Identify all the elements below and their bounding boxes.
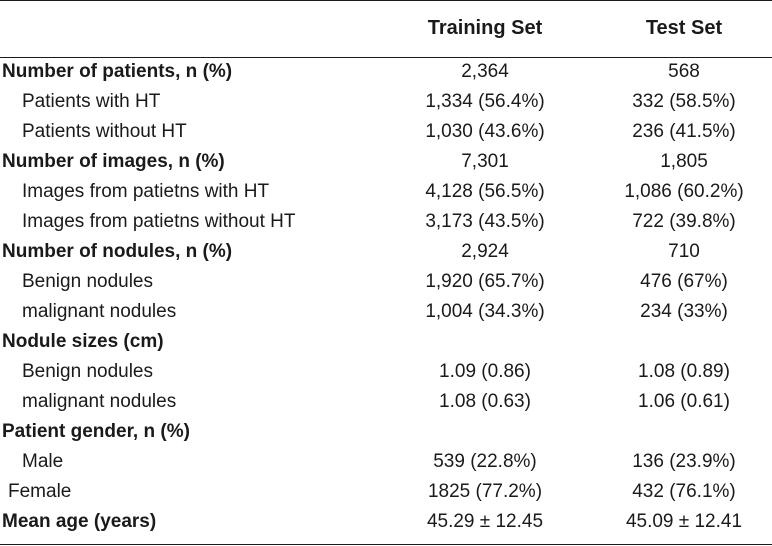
training-set-value: 1.09 (0.86): [439, 361, 531, 382]
test-set-value: 1,805: [660, 151, 708, 172]
row-label: malignant nodules: [22, 391, 177, 412]
test-set-value: 710: [668, 241, 700, 262]
row-label: Female: [8, 481, 72, 502]
category-label: Nodule sizes (cm): [2, 331, 164, 352]
training-set-value: [382, 327, 588, 357]
test-set-value: 568: [668, 61, 700, 83]
table-row: malignant nodules 1.08 (0.63) 1.06 (0.61): [0, 387, 772, 417]
row-label: malignant nodules: [22, 301, 177, 322]
training-set-value: 45.29 ± 12.45: [426, 511, 544, 532]
test-set-value: 234 (33%): [640, 301, 728, 322]
category-label: Mean age (years): [2, 511, 157, 532]
test-set-value: 332 (58.5%): [632, 91, 736, 112]
table-row: Female 1825 (77.2%) 432 (76.1%): [0, 477, 772, 507]
test-set-value: [588, 327, 772, 357]
table-category-row: Number of nodules, n (%) 2,924 710: [0, 237, 772, 267]
category-label: Number of images, n (%): [2, 151, 225, 172]
training-set-value: [382, 417, 588, 447]
training-set-value: 1825 (77.2%): [427, 481, 543, 502]
table-row: Images from patietns without HT 3,173 (43…: [0, 207, 772, 237]
table-category-row: Nodule sizes (cm): [0, 327, 772, 357]
category-label: Number of nodules, n (%): [2, 241, 233, 262]
table-row: Images from patietns with HT 4,128 (56.5%…: [0, 177, 772, 207]
row-label: Patients without HT: [22, 121, 187, 142]
test-set-value: 45.09 ± 12.41: [625, 511, 743, 532]
table-row: Benign nodules 1.09 (0.86) 1.08 (0.89): [0, 357, 772, 387]
training-set-value: 1.08 (0.63): [439, 391, 531, 412]
category-label: Number of patients, n (%): [2, 61, 233, 83]
table-header-row: Training Set Test Set: [0, 0, 772, 57]
row-label: Benign nodules: [22, 361, 153, 382]
table-category-row: Mean age (years) 45.29 ± 12.45 45.09 ± 12.…: [0, 507, 772, 537]
table-body: Number of patients, n (%) 2,364 568 Patient…: [0, 57, 772, 537]
header-training-set: Training Set: [427, 16, 543, 39]
table-category-row: Patient gender, n (%): [0, 417, 772, 447]
training-set-value: 2,924: [461, 241, 509, 262]
training-set-value: 4,128 (56.5%): [425, 181, 545, 202]
table-category-row: Number of patients, n (%) 2,364 568: [0, 57, 772, 87]
test-set-value: 1.06 (0.61): [638, 391, 730, 412]
row-label: Images from patietns without HT: [22, 211, 296, 232]
training-set-value: 7,301: [461, 151, 509, 172]
category-label: Patient gender, n (%): [2, 421, 190, 442]
row-label: Images from patietns with HT: [22, 181, 270, 202]
training-set-value: 1,004 (34.3%): [425, 301, 545, 322]
row-label: Benign nodules: [22, 271, 153, 292]
test-set-value: 476 (67%): [640, 271, 728, 292]
test-set-value: [588, 417, 772, 447]
table-row: Benign nodules 1,920 (65.7%) 476 (67%): [0, 267, 772, 297]
header-label-column: [0, 0, 382, 57]
test-set-value: 1.08 (0.89): [638, 361, 730, 382]
test-set-value: 1,086 (60.2%): [624, 181, 744, 202]
table-row: malignant nodules 1,004 (34.3%) 234 (33%): [0, 297, 772, 327]
row-label: Male: [22, 451, 64, 472]
table-bottom-rule: [0, 544, 772, 545]
training-set-value: 2,364: [461, 61, 509, 83]
table-row: Patients without HT 1,030 (43.6%) 236 (41.…: [0, 117, 772, 147]
table-row: Patients with HT 1,334 (56.4%) 332 (58.5%): [0, 87, 772, 117]
header-test-set: Test Set: [645, 16, 723, 39]
test-set-value: 236 (41.5%): [632, 121, 736, 142]
test-set-value: 432 (76.1%): [632, 481, 736, 502]
table-row: Male 539 (22.8%) 136 (23.9%): [0, 447, 772, 477]
test-set-value: 136 (23.9%): [632, 451, 736, 472]
test-set-value: 722 (39.8%): [632, 211, 736, 232]
training-set-value: 1,030 (43.6%): [425, 121, 545, 142]
table-category-row: Number of images, n (%) 7,301 1,805: [0, 147, 772, 177]
training-set-value: 539 (22.8%): [433, 451, 537, 472]
table-top-rule: [0, 0, 772, 1]
row-label: Patients with HT: [22, 91, 161, 112]
training-set-value: 1,334 (56.4%): [425, 91, 545, 112]
training-set-value: 1,920 (65.7%): [425, 271, 545, 292]
training-set-value: 3,173 (43.5%): [425, 211, 545, 232]
